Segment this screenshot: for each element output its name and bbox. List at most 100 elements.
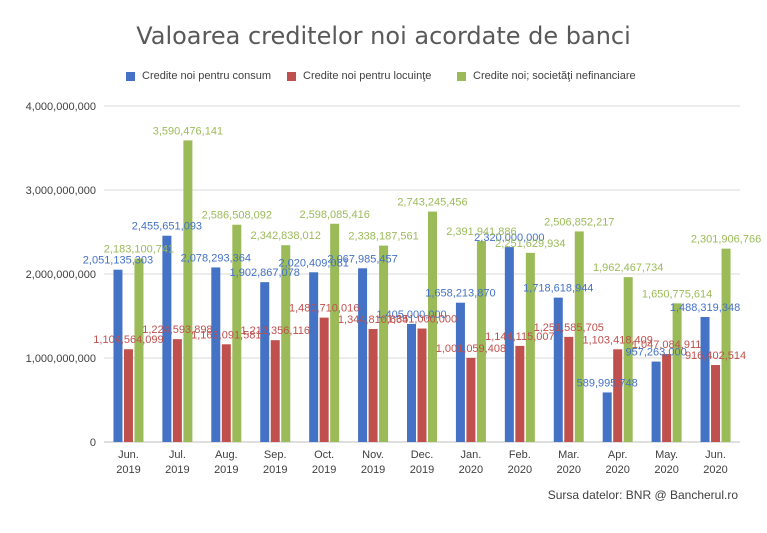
data-label-series-3: 2,251,629,934 [495, 238, 565, 250]
x-tick-label: 2020 [605, 464, 629, 476]
legend-label: Credite noi; societăţi nefinanciare [473, 70, 636, 82]
x-tick-label: Jul. [169, 449, 186, 461]
bar-series-2 [417, 328, 427, 442]
bar-series-3 [672, 303, 682, 442]
data-label-series-1: 1,405,000,000 [376, 309, 446, 321]
legend-label: Credite noi pentru consum [142, 70, 272, 82]
x-tick-label: Apr. [608, 449, 628, 461]
bar-series-3 [574, 231, 584, 442]
x-tick-label: 2019 [214, 464, 238, 476]
bar-series-2 [515, 345, 525, 442]
y-tick-label: 0 [90, 437, 96, 449]
data-label-series-2: 1,163,091,581 [191, 329, 261, 341]
data-label-series-3: 1,962,467,734 [593, 262, 663, 274]
x-tick-label: 2020 [557, 464, 581, 476]
data-label-series-3: 1,650,775,614 [642, 288, 712, 300]
x-tick-label: 2019 [165, 464, 189, 476]
bar-series-3 [525, 252, 535, 442]
data-label-series-1: 957,263,000 [626, 347, 687, 359]
bar-series-1 [309, 272, 319, 442]
bar-series-3 [281, 245, 291, 442]
legend-swatch [457, 71, 466, 81]
bar-series-2 [711, 365, 721, 442]
bar-series-1 [553, 297, 563, 442]
data-label-series-2: 1,001,059,408 [436, 343, 506, 355]
x-tick-label: 2020 [459, 464, 483, 476]
data-label-series-3: 2,598,085,416 [299, 209, 369, 221]
x-tick-label: 2020 [703, 464, 727, 476]
bar-series-2 [270, 340, 280, 442]
data-label-series-2: 1,224,593,898 [142, 324, 212, 336]
data-label-series-2: 1,212,356,116 [240, 325, 310, 337]
bar-series-1 [358, 268, 368, 442]
data-label-series-2: 1,144,115,007 [485, 331, 555, 343]
bar-series-3 [183, 140, 193, 442]
x-tick-label: Sep. [264, 449, 287, 461]
data-label-series-1: 2,320,000,000 [474, 232, 544, 244]
data-label-series-1: 2,067,985,457 [327, 253, 397, 265]
legend-item: Credite noi; societăţi nefinanciare [457, 70, 636, 82]
bar-series-1 [504, 247, 514, 442]
bar-series-2 [368, 329, 378, 442]
bar-series-1 [162, 235, 172, 442]
data-label-series-3: 2,338,187,561 [348, 231, 418, 243]
bar-series-2 [466, 357, 476, 442]
x-tick-label: Oct. [314, 449, 334, 461]
bar-series-3 [134, 258, 144, 442]
x-tick-label: 2019 [361, 464, 385, 476]
chart-legend: Credite noi pentru consum Credite noi pen… [0, 70, 767, 88]
legend-swatch [287, 71, 296, 81]
legend-item: Credite noi pentru locuinţe [287, 70, 431, 82]
bar-series-2 [221, 344, 231, 442]
bar-series-1 [455, 302, 465, 442]
bar-series-2 [319, 317, 329, 442]
legend-swatch [126, 71, 135, 81]
data-label-series-1: 2,078,293,364 [181, 252, 251, 264]
y-tick-label: 2,000,000,000 [26, 269, 96, 281]
data-label-series-1: 1,488,319,348 [670, 302, 740, 314]
data-label-series-2: 1,047,084,911 [632, 339, 702, 351]
bar-series-1 [113, 269, 123, 442]
x-tick-label: Jan. [461, 449, 482, 461]
x-tick-label: May. [655, 449, 678, 461]
data-label-series-1: 2,051,135,303 [83, 255, 153, 267]
y-tick-label: 4,000,000,000 [26, 101, 96, 113]
data-label-series-2: 1,104,564,099 [93, 334, 163, 346]
x-tick-label: Feb. [509, 449, 531, 461]
bar-series-2 [564, 336, 574, 442]
chart-title: Valoarea creditelor noi acordate de banc… [136, 22, 631, 50]
x-tick-label: 2019 [410, 464, 434, 476]
data-label-series-3: 2,183,100,741 [104, 244, 174, 256]
data-label-series-3: 2,342,838,012 [251, 230, 321, 242]
data-label-series-2: 916,402,514 [685, 350, 746, 362]
x-tick-label: 2020 [508, 464, 532, 476]
data-label-series-2: 1,480,710,016 [289, 303, 359, 315]
x-tick-label: Jun. [118, 449, 139, 461]
source-note: Sursa datelor: BNR @ Bancherul.ro [547, 488, 738, 502]
bar-series-3 [379, 245, 389, 442]
x-tick-label: 2020 [654, 464, 678, 476]
bar-series-1 [602, 392, 612, 442]
data-label-series-2: 1,251,585,705 [534, 322, 604, 334]
data-label-series-2: 1,351,000,000 [387, 314, 457, 326]
data-label-series-1: 1,658,213,870 [425, 288, 495, 300]
x-tick-label: Aug. [215, 449, 238, 461]
data-label-series-3: 2,506,852,217 [544, 216, 614, 228]
data-label-series-3: 2,391,941,886 [446, 226, 516, 238]
bar-series-2 [123, 349, 133, 442]
bar-series-2 [172, 339, 182, 442]
legend-item: Credite noi pentru consum [126, 70, 271, 82]
x-tick-label: Dec. [411, 449, 434, 461]
x-tick-label: 2019 [263, 464, 287, 476]
data-label-series-1: 1,902,867,078 [230, 267, 300, 279]
x-tick-label: 2019 [116, 464, 140, 476]
legend-label: Credite noi pentru locuinţe [303, 70, 432, 82]
x-tick-label: Nov. [362, 449, 384, 461]
y-tick-label: 3,000,000,000 [26, 185, 96, 197]
data-label-series-1: 589,995,748 [577, 377, 638, 389]
bar-series-2 [662, 354, 672, 442]
bar-series-1 [211, 267, 221, 442]
bar-series-3 [232, 224, 242, 442]
bar-series-1 [407, 323, 416, 442]
